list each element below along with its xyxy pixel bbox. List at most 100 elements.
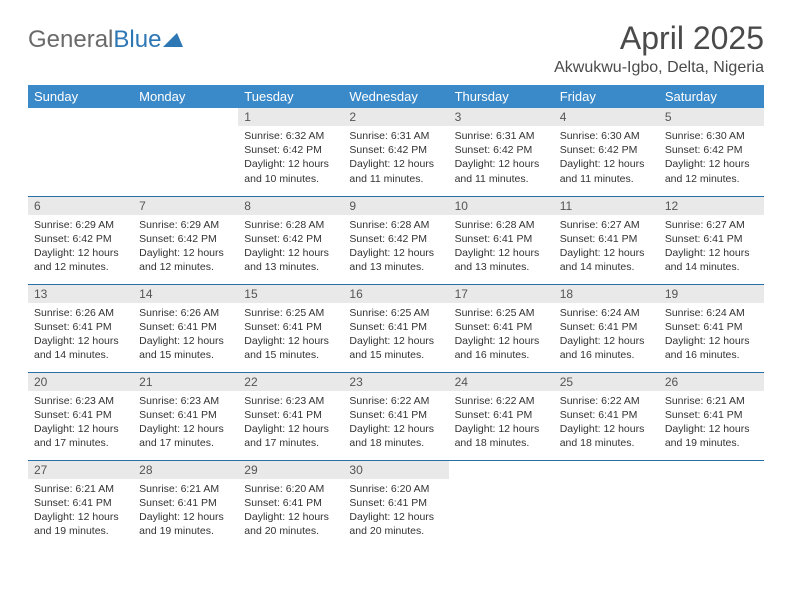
daylight-line: Daylight: 12 hours and 19 minutes. xyxy=(139,510,232,538)
day-cell: 13Sunrise: 6:26 AMSunset: 6:41 PMDayligh… xyxy=(28,284,133,372)
sunset-line: Sunset: 6:42 PM xyxy=(455,143,548,157)
day-number: 22 xyxy=(238,373,343,391)
sunrise-line: Sunrise: 6:23 AM xyxy=(34,394,127,408)
day-number: 13 xyxy=(28,285,133,303)
calendar-table: Sunday Monday Tuesday Wednesday Thursday… xyxy=(28,85,764,548)
day-number: 10 xyxy=(449,197,554,215)
weekday-header: Tuesday xyxy=(238,85,343,108)
sunrise-line: Sunrise: 6:29 AM xyxy=(34,218,127,232)
day-body: Sunrise: 6:30 AMSunset: 6:42 PMDaylight:… xyxy=(554,126,659,192)
sunset-line: Sunset: 6:41 PM xyxy=(349,496,442,510)
sunrise-line: Sunrise: 6:30 AM xyxy=(560,129,653,143)
sunrise-line: Sunrise: 6:24 AM xyxy=(665,306,758,320)
sunset-line: Sunset: 6:41 PM xyxy=(665,232,758,246)
day-body: Sunrise: 6:30 AMSunset: 6:42 PMDaylight:… xyxy=(659,126,764,192)
day-cell: 10Sunrise: 6:28 AMSunset: 6:41 PMDayligh… xyxy=(449,196,554,284)
day-cell: 21Sunrise: 6:23 AMSunset: 6:41 PMDayligh… xyxy=(133,372,238,460)
day-cell xyxy=(28,108,133,196)
day-cell: 16Sunrise: 6:25 AMSunset: 6:41 PMDayligh… xyxy=(343,284,448,372)
weekday-header: Wednesday xyxy=(343,85,448,108)
sunrise-line: Sunrise: 6:25 AM xyxy=(244,306,337,320)
daylight-line: Daylight: 12 hours and 18 minutes. xyxy=(560,422,653,450)
day-body: Sunrise: 6:20 AMSunset: 6:41 PMDaylight:… xyxy=(343,479,448,545)
daylight-line: Daylight: 12 hours and 12 minutes. xyxy=(34,246,127,274)
day-body: Sunrise: 6:28 AMSunset: 6:42 PMDaylight:… xyxy=(238,215,343,281)
weekday-header: Friday xyxy=(554,85,659,108)
sunrise-line: Sunrise: 6:21 AM xyxy=(34,482,127,496)
daylight-line: Daylight: 12 hours and 20 minutes. xyxy=(244,510,337,538)
day-cell xyxy=(449,460,554,548)
daylight-line: Daylight: 12 hours and 14 minutes. xyxy=(665,246,758,274)
daylight-line: Daylight: 12 hours and 16 minutes. xyxy=(455,334,548,362)
daylight-line: Daylight: 12 hours and 15 minutes. xyxy=(244,334,337,362)
day-cell: 30Sunrise: 6:20 AMSunset: 6:41 PMDayligh… xyxy=(343,460,448,548)
weekday-header: Monday xyxy=(133,85,238,108)
weekday-header: Sunday xyxy=(28,85,133,108)
sunset-line: Sunset: 6:41 PM xyxy=(139,320,232,334)
sunset-line: Sunset: 6:41 PM xyxy=(560,232,653,246)
sunset-line: Sunset: 6:41 PM xyxy=(34,320,127,334)
day-number: 27 xyxy=(28,461,133,479)
daylight-line: Daylight: 12 hours and 19 minutes. xyxy=(34,510,127,538)
day-cell: 14Sunrise: 6:26 AMSunset: 6:41 PMDayligh… xyxy=(133,284,238,372)
day-number: 17 xyxy=(449,285,554,303)
sunrise-line: Sunrise: 6:28 AM xyxy=(349,218,442,232)
day-number: 15 xyxy=(238,285,343,303)
day-cell: 27Sunrise: 6:21 AMSunset: 6:41 PMDayligh… xyxy=(28,460,133,548)
day-body: Sunrise: 6:27 AMSunset: 6:41 PMDaylight:… xyxy=(659,215,764,281)
day-number: 30 xyxy=(343,461,448,479)
daylight-line: Daylight: 12 hours and 11 minutes. xyxy=(349,157,442,185)
day-body: Sunrise: 6:29 AMSunset: 6:42 PMDaylight:… xyxy=(133,215,238,281)
daylight-line: Daylight: 12 hours and 16 minutes. xyxy=(665,334,758,362)
day-number: 12 xyxy=(659,197,764,215)
day-number: 3 xyxy=(449,108,554,126)
day-body: Sunrise: 6:21 AMSunset: 6:41 PMDaylight:… xyxy=(28,479,133,545)
weekday-header-row: Sunday Monday Tuesday Wednesday Thursday… xyxy=(28,85,764,108)
day-number: 18 xyxy=(554,285,659,303)
sunrise-line: Sunrise: 6:28 AM xyxy=(455,218,548,232)
month-title: April 2025 xyxy=(554,20,764,57)
title-block: April 2025 Akwukwu-Igbo, Delta, Nigeria xyxy=(554,20,764,77)
daylight-line: Daylight: 12 hours and 13 minutes. xyxy=(244,246,337,274)
day-cell: 11Sunrise: 6:27 AMSunset: 6:41 PMDayligh… xyxy=(554,196,659,284)
day-body: Sunrise: 6:25 AMSunset: 6:41 PMDaylight:… xyxy=(343,303,448,369)
day-number: 16 xyxy=(343,285,448,303)
day-number: 4 xyxy=(554,108,659,126)
day-cell: 4Sunrise: 6:30 AMSunset: 6:42 PMDaylight… xyxy=(554,108,659,196)
sunset-line: Sunset: 6:41 PM xyxy=(34,408,127,422)
day-number: 26 xyxy=(659,373,764,391)
sunset-line: Sunset: 6:41 PM xyxy=(34,496,127,510)
sunset-line: Sunset: 6:42 PM xyxy=(349,143,442,157)
day-body: Sunrise: 6:24 AMSunset: 6:41 PMDaylight:… xyxy=(659,303,764,369)
sunset-line: Sunset: 6:42 PM xyxy=(139,232,232,246)
sunrise-line: Sunrise: 6:20 AM xyxy=(244,482,337,496)
sunset-line: Sunset: 6:41 PM xyxy=(560,408,653,422)
day-cell xyxy=(659,460,764,548)
sunset-line: Sunset: 6:41 PM xyxy=(560,320,653,334)
sunset-line: Sunset: 6:42 PM xyxy=(244,143,337,157)
daylight-line: Daylight: 12 hours and 10 minutes. xyxy=(244,157,337,185)
sunrise-line: Sunrise: 6:23 AM xyxy=(139,394,232,408)
day-number: 19 xyxy=(659,285,764,303)
day-cell: 2Sunrise: 6:31 AMSunset: 6:42 PMDaylight… xyxy=(343,108,448,196)
day-number: 8 xyxy=(238,197,343,215)
sunset-line: Sunset: 6:41 PM xyxy=(244,496,337,510)
day-body: Sunrise: 6:31 AMSunset: 6:42 PMDaylight:… xyxy=(343,126,448,192)
day-cell: 19Sunrise: 6:24 AMSunset: 6:41 PMDayligh… xyxy=(659,284,764,372)
day-cell: 28Sunrise: 6:21 AMSunset: 6:41 PMDayligh… xyxy=(133,460,238,548)
day-number: 21 xyxy=(133,373,238,391)
day-body: Sunrise: 6:22 AMSunset: 6:41 PMDaylight:… xyxy=(449,391,554,457)
week-row: 27Sunrise: 6:21 AMSunset: 6:41 PMDayligh… xyxy=(28,460,764,548)
day-cell: 8Sunrise: 6:28 AMSunset: 6:42 PMDaylight… xyxy=(238,196,343,284)
brand-logo: GeneralBlue xyxy=(28,20,185,54)
day-body: Sunrise: 6:20 AMSunset: 6:41 PMDaylight:… xyxy=(238,479,343,545)
sunrise-line: Sunrise: 6:30 AM xyxy=(665,129,758,143)
day-cell: 18Sunrise: 6:24 AMSunset: 6:41 PMDayligh… xyxy=(554,284,659,372)
daylight-line: Daylight: 12 hours and 13 minutes. xyxy=(349,246,442,274)
day-cell: 5Sunrise: 6:30 AMSunset: 6:42 PMDaylight… xyxy=(659,108,764,196)
sunset-line: Sunset: 6:42 PM xyxy=(244,232,337,246)
weekday-header: Thursday xyxy=(449,85,554,108)
day-body: Sunrise: 6:23 AMSunset: 6:41 PMDaylight:… xyxy=(238,391,343,457)
sunset-line: Sunset: 6:41 PM xyxy=(349,320,442,334)
day-body: Sunrise: 6:25 AMSunset: 6:41 PMDaylight:… xyxy=(238,303,343,369)
